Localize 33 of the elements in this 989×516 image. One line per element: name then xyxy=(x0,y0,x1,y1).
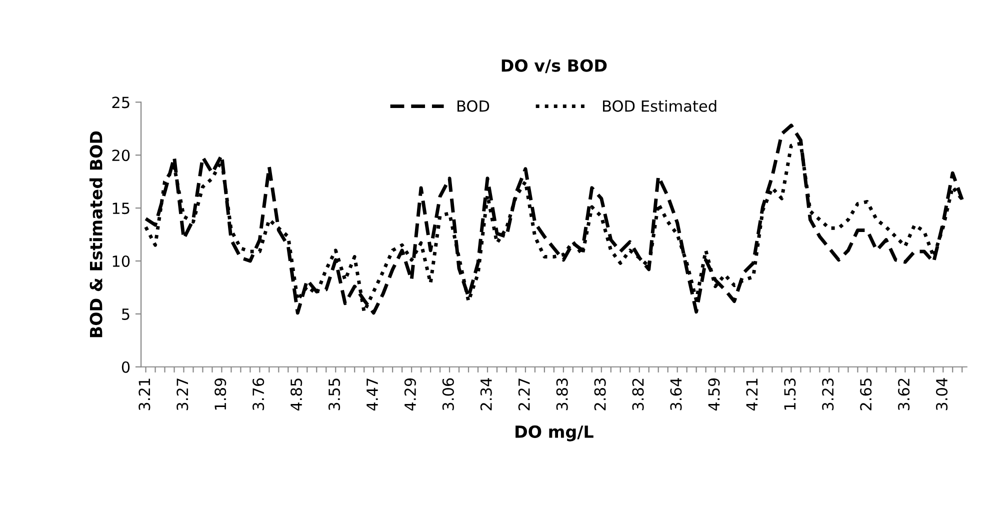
x-tick-label: 4.85 xyxy=(290,378,302,411)
y-axis-title: BOD & Estimated BOD xyxy=(89,131,102,338)
y-tick-label: 20 xyxy=(112,150,130,162)
x-tick-label: 1.53 xyxy=(784,378,796,410)
x-tick-label: 2.83 xyxy=(594,378,606,410)
x-tick-label: 2.65 xyxy=(860,378,872,410)
y-tick-label: 0 xyxy=(122,361,130,373)
x-tick-label: 1.89 xyxy=(214,378,226,410)
x-tick-label: 2.27 xyxy=(518,378,530,410)
x-tick-label: 3.64 xyxy=(670,378,682,410)
legend-label: BOD xyxy=(458,100,490,112)
x-tick-label: 3.04 xyxy=(936,378,948,410)
y-tick-label: 25 xyxy=(112,96,130,108)
x-tick-label: 3.62 xyxy=(898,378,910,410)
x-tick-label: 3.23 xyxy=(822,378,834,410)
x-tick-label: 4.59 xyxy=(708,378,720,411)
y-tick-label: 10 xyxy=(112,255,130,268)
x-axis-title: DO mg/L xyxy=(516,425,594,442)
x-tick-label: 3.06 xyxy=(442,378,454,410)
x-tick-label: 3.27 xyxy=(176,378,188,410)
y-tick-label: 5 xyxy=(122,308,130,320)
x-tick-label: 4.21 xyxy=(746,378,758,411)
chart-title: DO v/s BOD xyxy=(502,59,607,74)
legend-label: BOD Estimated xyxy=(603,100,716,112)
x-tick-label: 3.55 xyxy=(328,378,340,410)
y-tick-label: 15 xyxy=(112,202,130,214)
x-tick-label: 3.21 xyxy=(138,378,150,410)
x-tick-label: 2.34 xyxy=(480,378,492,410)
x-tick-label: 3.83 xyxy=(556,378,568,410)
x-tick-label: 3.76 xyxy=(252,378,264,410)
x-tick-label: 3.82 xyxy=(632,378,644,410)
x-tick-label: 4.47 xyxy=(366,378,378,411)
x-tick-label: 4.29 xyxy=(404,378,416,411)
